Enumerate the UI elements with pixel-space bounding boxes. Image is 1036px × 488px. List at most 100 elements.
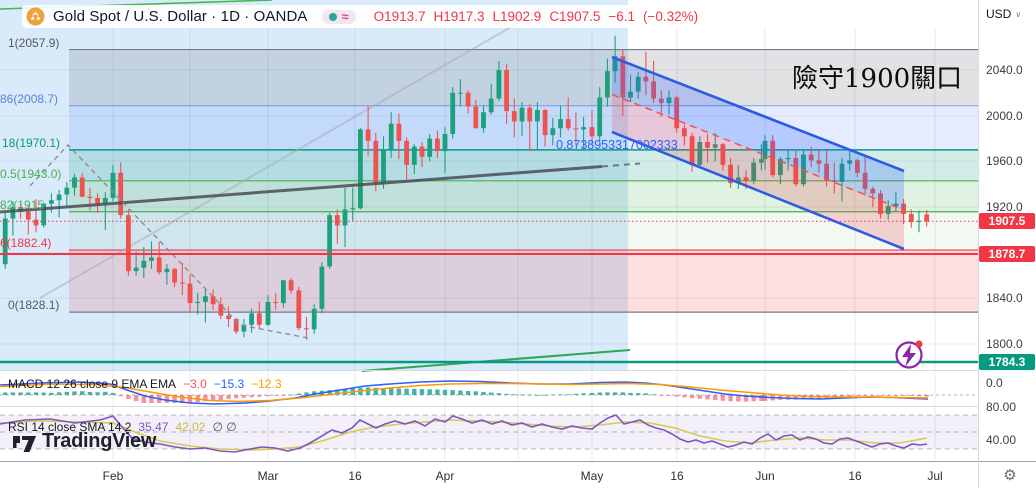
candle-body — [839, 163, 845, 182]
symbol-legend: Gold Spot / U.S. Dollar · 1D · OANDA ≈ O… — [22, 5, 707, 28]
alert-notification-dot — [915, 340, 923, 348]
macd-histogram-bar — [257, 395, 262, 397]
time-tick-label: Apr — [435, 469, 455, 483]
macd-histogram-bar — [187, 395, 193, 403]
macd-histogram-bar — [924, 395, 929, 397]
macd-histogram-bar — [720, 395, 726, 401]
macd-indicator-name[interactable]: MACD 12 26 close 9 EMA EMA — [8, 377, 177, 391]
approx-price-icon: ≈ — [341, 8, 349, 24]
macd-histogram-bar — [396, 388, 402, 395]
macd-histogram-bar — [620, 392, 625, 395]
rsi-indicator-row[interactable]: RSI 14 close SMA 14 2 35.47 42.02 ∅ ∅ — [8, 420, 237, 434]
candle-body — [831, 180, 837, 182]
fib-level-label: 86(2008.7) — [0, 91, 59, 106]
green-trendline-bottom — [361, 349, 631, 372]
macd-histogram-bar — [442, 389, 448, 395]
candle-body — [612, 56, 618, 72]
macd-indicator-row[interactable]: MACD 12 26 close 9 EMA EMA −3.0 −15.3 −12.… — [8, 377, 282, 391]
macd-histogram-bar — [265, 395, 271, 397]
candle-body — [365, 129, 371, 141]
indicator-value: −3.0 — [183, 377, 207, 391]
candle-body — [651, 81, 656, 99]
macd-histogram-bar — [659, 395, 664, 396]
macd-histogram-bar — [785, 395, 791, 400]
time-tick-label: Jul — [927, 469, 943, 483]
candle-body — [195, 301, 201, 304]
candle-body — [149, 257, 154, 261]
candle-body — [581, 127, 586, 130]
price-badges: 1907.5 1878.7 1784.3 — [978, 0, 1036, 461]
macd-histogram-bar — [103, 391, 108, 395]
symbol-title[interactable]: Gold Spot / U.S. Dollar · 1D · OANDA — [53, 8, 308, 25]
macd-histogram-bar — [886, 395, 891, 396]
candle-body — [334, 215, 340, 226]
price-tick-label: 80.00 — [986, 400, 1017, 414]
macd-histogram-bar — [504, 393, 509, 395]
candle-body — [511, 111, 517, 122]
candle-body — [496, 70, 502, 99]
candle-body — [95, 197, 100, 204]
indicator-value: 42.02 — [175, 420, 206, 434]
candle-body — [855, 160, 860, 173]
currency-label: USD — [986, 7, 1012, 21]
macd-histogram-bar — [203, 395, 208, 402]
macd-histogram-bar — [80, 391, 85, 395]
macd-histogram-bar — [118, 395, 123, 397]
candle-body — [233, 319, 239, 332]
macd-histogram-bar — [666, 395, 672, 396]
axis-corner-separator — [978, 461, 979, 488]
macd-line — [0, 380, 929, 405]
macd-histogram-bar — [901, 395, 906, 396]
candle-body — [241, 324, 247, 332]
candle-body — [156, 257, 162, 273]
price-badge: 1784.3 — [979, 354, 1035, 370]
rsi-indicator-name[interactable]: RSI 14 close SMA 14 2 — [8, 420, 132, 434]
candle-body — [56, 194, 62, 201]
candle-body — [762, 140, 768, 160]
macd-histogram-bar — [365, 387, 371, 395]
candle-body — [102, 197, 108, 204]
candle-body — [411, 146, 417, 165]
candle-body — [643, 76, 649, 82]
chevron-down-icon: ∨ — [1015, 9, 1022, 19]
candle-body — [620, 56, 626, 98]
candle-body — [712, 144, 718, 148]
macd-histogram-bar — [713, 395, 718, 401]
macd-histogram-bar — [674, 395, 679, 397]
macd-histogram-bar — [589, 392, 595, 395]
candle-body — [442, 133, 448, 152]
fib-level-label: 1(2057.9) — [8, 35, 60, 50]
candle-body — [404, 140, 409, 165]
price-tick-label: 2000.0 — [986, 109, 1023, 123]
macd-histogram-bar — [241, 395, 247, 398]
candle-body — [666, 97, 672, 104]
time-axis[interactable] — [0, 461, 1036, 488]
price-axis[interactable] — [978, 0, 1036, 461]
macd-histogram-bar — [612, 392, 618, 395]
candle-body — [743, 177, 749, 181]
candle-body — [908, 213, 914, 222]
macd-histogram-bar — [312, 391, 317, 395]
candle-body — [565, 119, 571, 129]
candle-body — [674, 97, 680, 129]
macd-histogram-bar — [412, 388, 417, 395]
candle-body — [924, 214, 930, 222]
candle-body — [172, 268, 177, 283]
candle-body — [605, 71, 610, 98]
candle-body — [824, 163, 829, 181]
macd-histogram-bar — [862, 395, 868, 396]
currency-dropdown[interactable]: USD ∨ — [986, 7, 1021, 21]
gear-icon[interactable]: ⚙ — [1003, 467, 1017, 484]
macd-histogram-bar — [705, 395, 710, 400]
candle-body — [793, 157, 799, 185]
macd-histogram-bar — [149, 395, 154, 403]
candle-body — [816, 160, 822, 164]
candle-body — [350, 208, 356, 210]
text-annotation-1900[interactable]: 險守1900關口 — [792, 64, 963, 94]
candle-body — [126, 215, 131, 272]
candle-body — [878, 193, 883, 214]
market-status-pill[interactable]: ≈ — [321, 8, 356, 24]
tradingview-logo[interactable]: TradingView — [13, 430, 156, 453]
